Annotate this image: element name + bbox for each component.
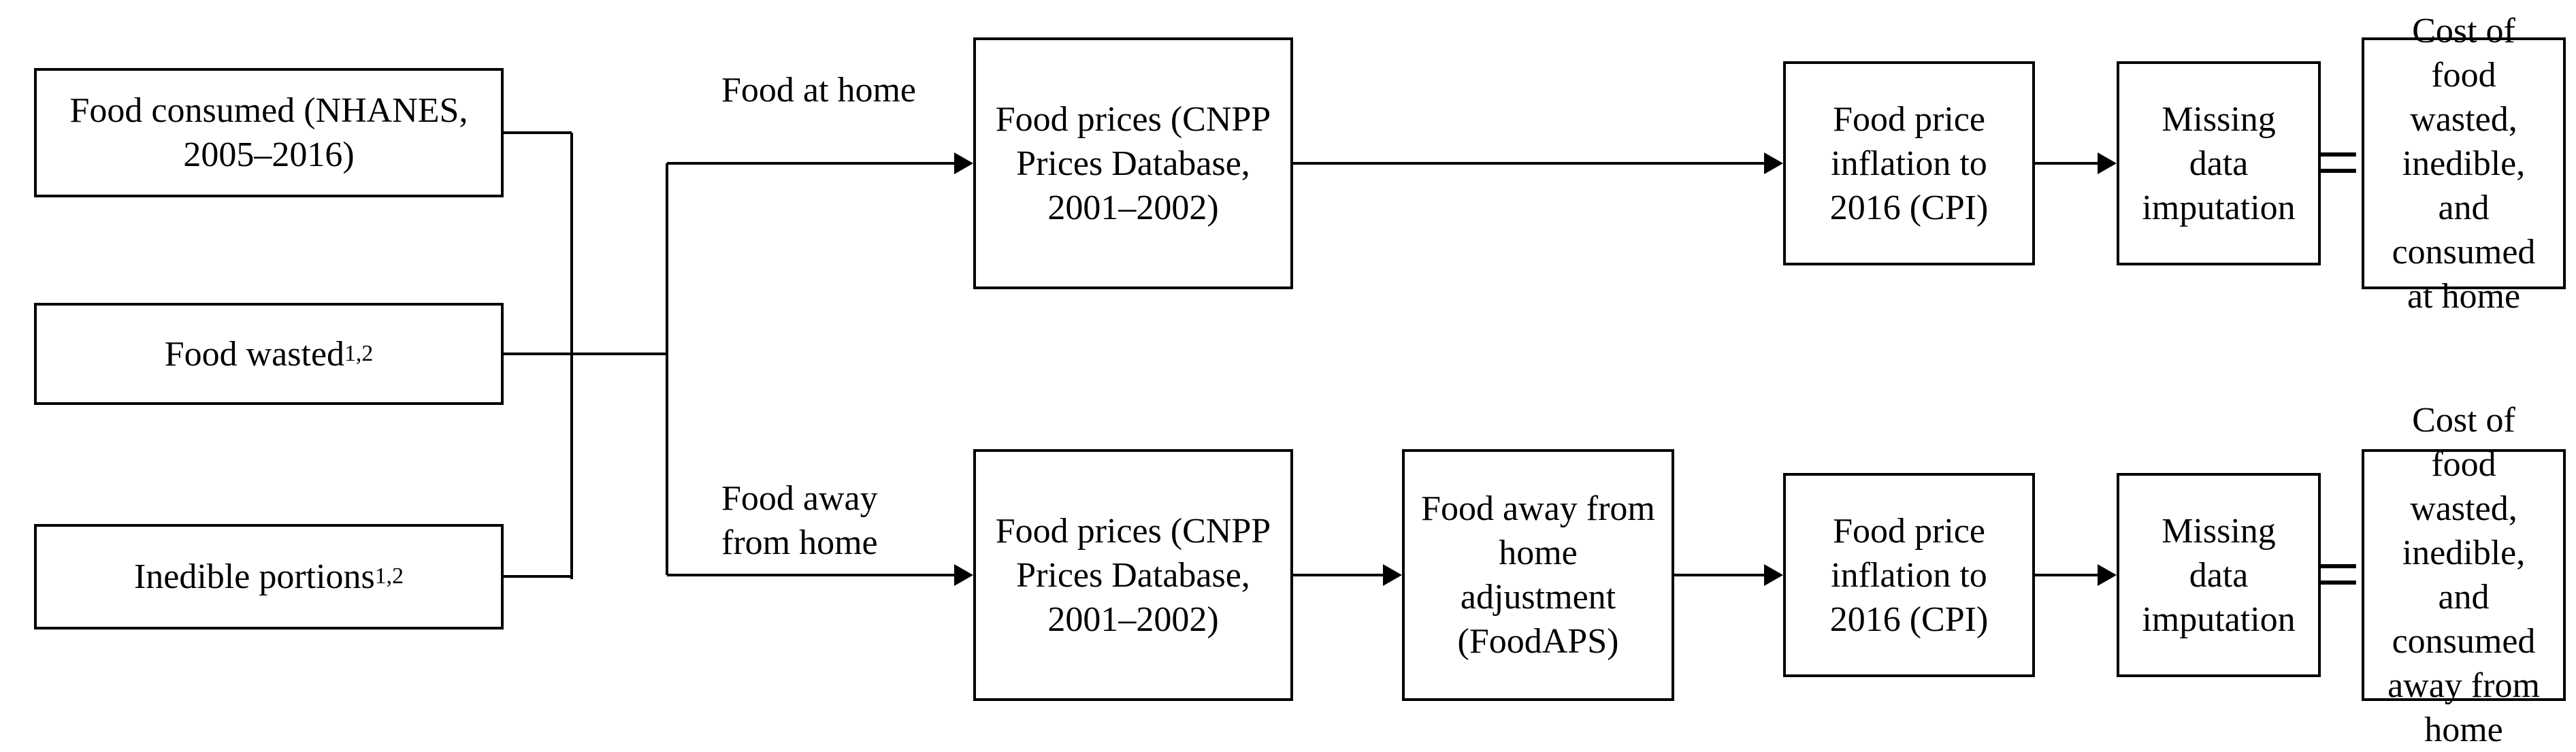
node-prices_home: Food prices (CNPP Prices Database, 2001–… [973, 37, 1293, 289]
connector-4 [572, 353, 667, 355]
node-inflation_top: Food price inflation to 2016 (CPI) [1783, 61, 2035, 265]
label-food_at_home: Food at home [721, 68, 926, 112]
connector-11 [2035, 162, 2100, 165]
node-missing_bot: Missing data imputation [2117, 473, 2321, 677]
node-food_wasted: Food wasted1,2 [34, 303, 504, 405]
equals-eq_bot: = [2314, 527, 2360, 621]
flowchart-canvas: Food consumed (NHANES, 2005–2016) Food wa… [0, 0, 2576, 736]
connector-5 [666, 163, 668, 575]
arrowhead-10 [1764, 564, 1783, 586]
connector-2 [504, 575, 572, 578]
node-inflation_bot: Food price inflation to 2016 (CPI) [1783, 473, 2035, 677]
connector-10 [1674, 574, 1767, 576]
node-output_top: Cost of food wasted, inedible, and consu… [2362, 37, 2566, 289]
node-inedible: Inedible portions1,2 [34, 524, 504, 630]
connector-12 [2035, 574, 2100, 576]
arrowhead-8 [1764, 152, 1783, 174]
connector-8 [1293, 162, 1767, 165]
arrowhead-6 [954, 152, 973, 174]
node-prices_away: Food prices (CNPP Prices Database, 2001–… [973, 449, 1293, 701]
connector-9 [1293, 574, 1386, 576]
connector-3 [570, 133, 573, 579]
connector-0 [504, 131, 572, 134]
arrowhead-9 [1383, 564, 1402, 586]
connector-7 [667, 574, 957, 576]
connector-6 [667, 162, 957, 165]
arrowhead-11 [2098, 152, 2117, 174]
node-food_consumed: Food consumed (NHANES, 2005–2016) [34, 68, 504, 197]
equals-eq_top: = [2314, 116, 2360, 210]
connector-1 [504, 353, 572, 355]
arrowhead-12 [2098, 564, 2117, 586]
node-missing_top: Missing data imputation [2117, 61, 2321, 265]
node-output_bot: Cost of food wasted, inedible, and consu… [2362, 449, 2566, 701]
label-food_away: Food away from home [721, 476, 953, 565]
node-away_adj: Food away from home adjustment (FoodAPS) [1402, 449, 1674, 701]
arrowhead-7 [954, 564, 973, 586]
